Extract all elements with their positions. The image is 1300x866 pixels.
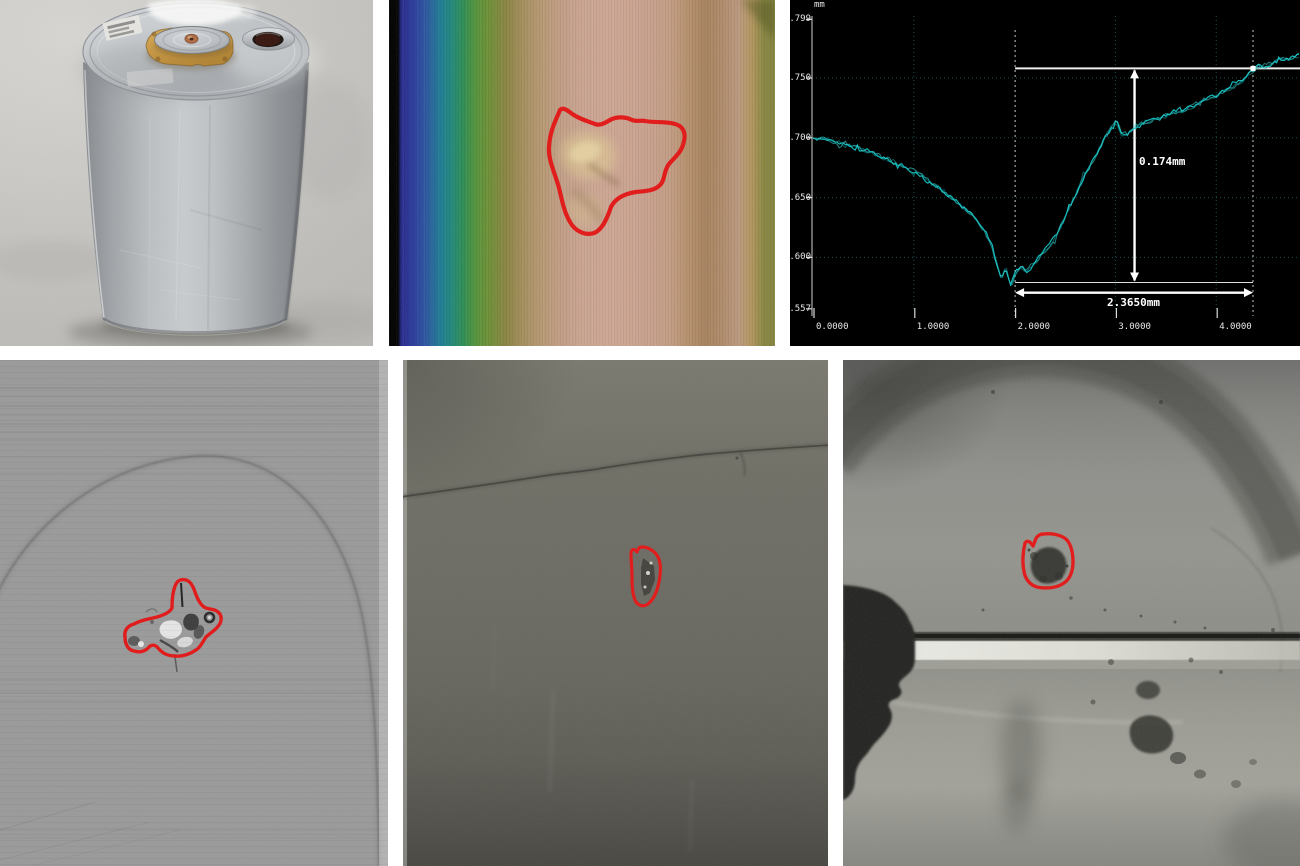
surface-color-scan-panel xyxy=(389,0,775,346)
grayscale-scan-middle-image xyxy=(403,360,828,866)
y-tick-label: 3.700 xyxy=(790,132,811,143)
surface-scan-overlay xyxy=(389,0,775,346)
arrowhead-left xyxy=(1015,288,1025,298)
width-measurement-label: 2.3650mm xyxy=(1107,296,1160,309)
scan-arc-artifact xyxy=(0,453,382,866)
profile-trace xyxy=(812,56,1299,287)
grayscale-scan-right-image xyxy=(843,360,1300,866)
depth-measurement-label: 0.174mm xyxy=(1139,155,1186,168)
y-tick-label: 3.557 xyxy=(790,303,811,314)
crossing-marker xyxy=(1250,65,1256,71)
profile-trace xyxy=(813,52,1300,287)
y-axis-unit: mm xyxy=(814,0,825,10)
arrowhead-down xyxy=(1130,272,1140,282)
grayscale-scan-left-image xyxy=(0,360,388,866)
y-tick-label: 3.650 xyxy=(790,192,811,203)
x-tick-label: 1.0000 xyxy=(916,322,950,332)
grayscale-scan-left-panel xyxy=(0,360,388,866)
x-tick-label: 4.0000 xyxy=(1219,322,1252,332)
profile-trace xyxy=(812,53,1300,286)
profile-chart xyxy=(806,16,1300,318)
arrowhead-right xyxy=(1243,288,1253,298)
canister-photo-panel xyxy=(0,0,373,346)
depth-profile-chart-panel: mm 0.174mm 2.3650mm 3.799 3.750 3.700 3.650… xyxy=(790,0,1300,346)
defect-outline xyxy=(123,577,223,658)
y-tick-label: 3.799 xyxy=(790,14,811,25)
x-tick-label: 0.0000 xyxy=(816,322,849,332)
canister-photo-image xyxy=(0,0,373,346)
x-tick-label: 2.0000 xyxy=(1017,322,1051,332)
x-tick-label: 3.0000 xyxy=(1118,322,1151,332)
arrowhead-up xyxy=(1130,69,1140,79)
grayscale-scan-right-panel xyxy=(843,360,1300,866)
y-tick-label: 3.600 xyxy=(790,252,811,263)
grayscale-scan-middle-panel xyxy=(403,360,828,866)
y-tick-label: 3.750 xyxy=(790,73,811,83)
